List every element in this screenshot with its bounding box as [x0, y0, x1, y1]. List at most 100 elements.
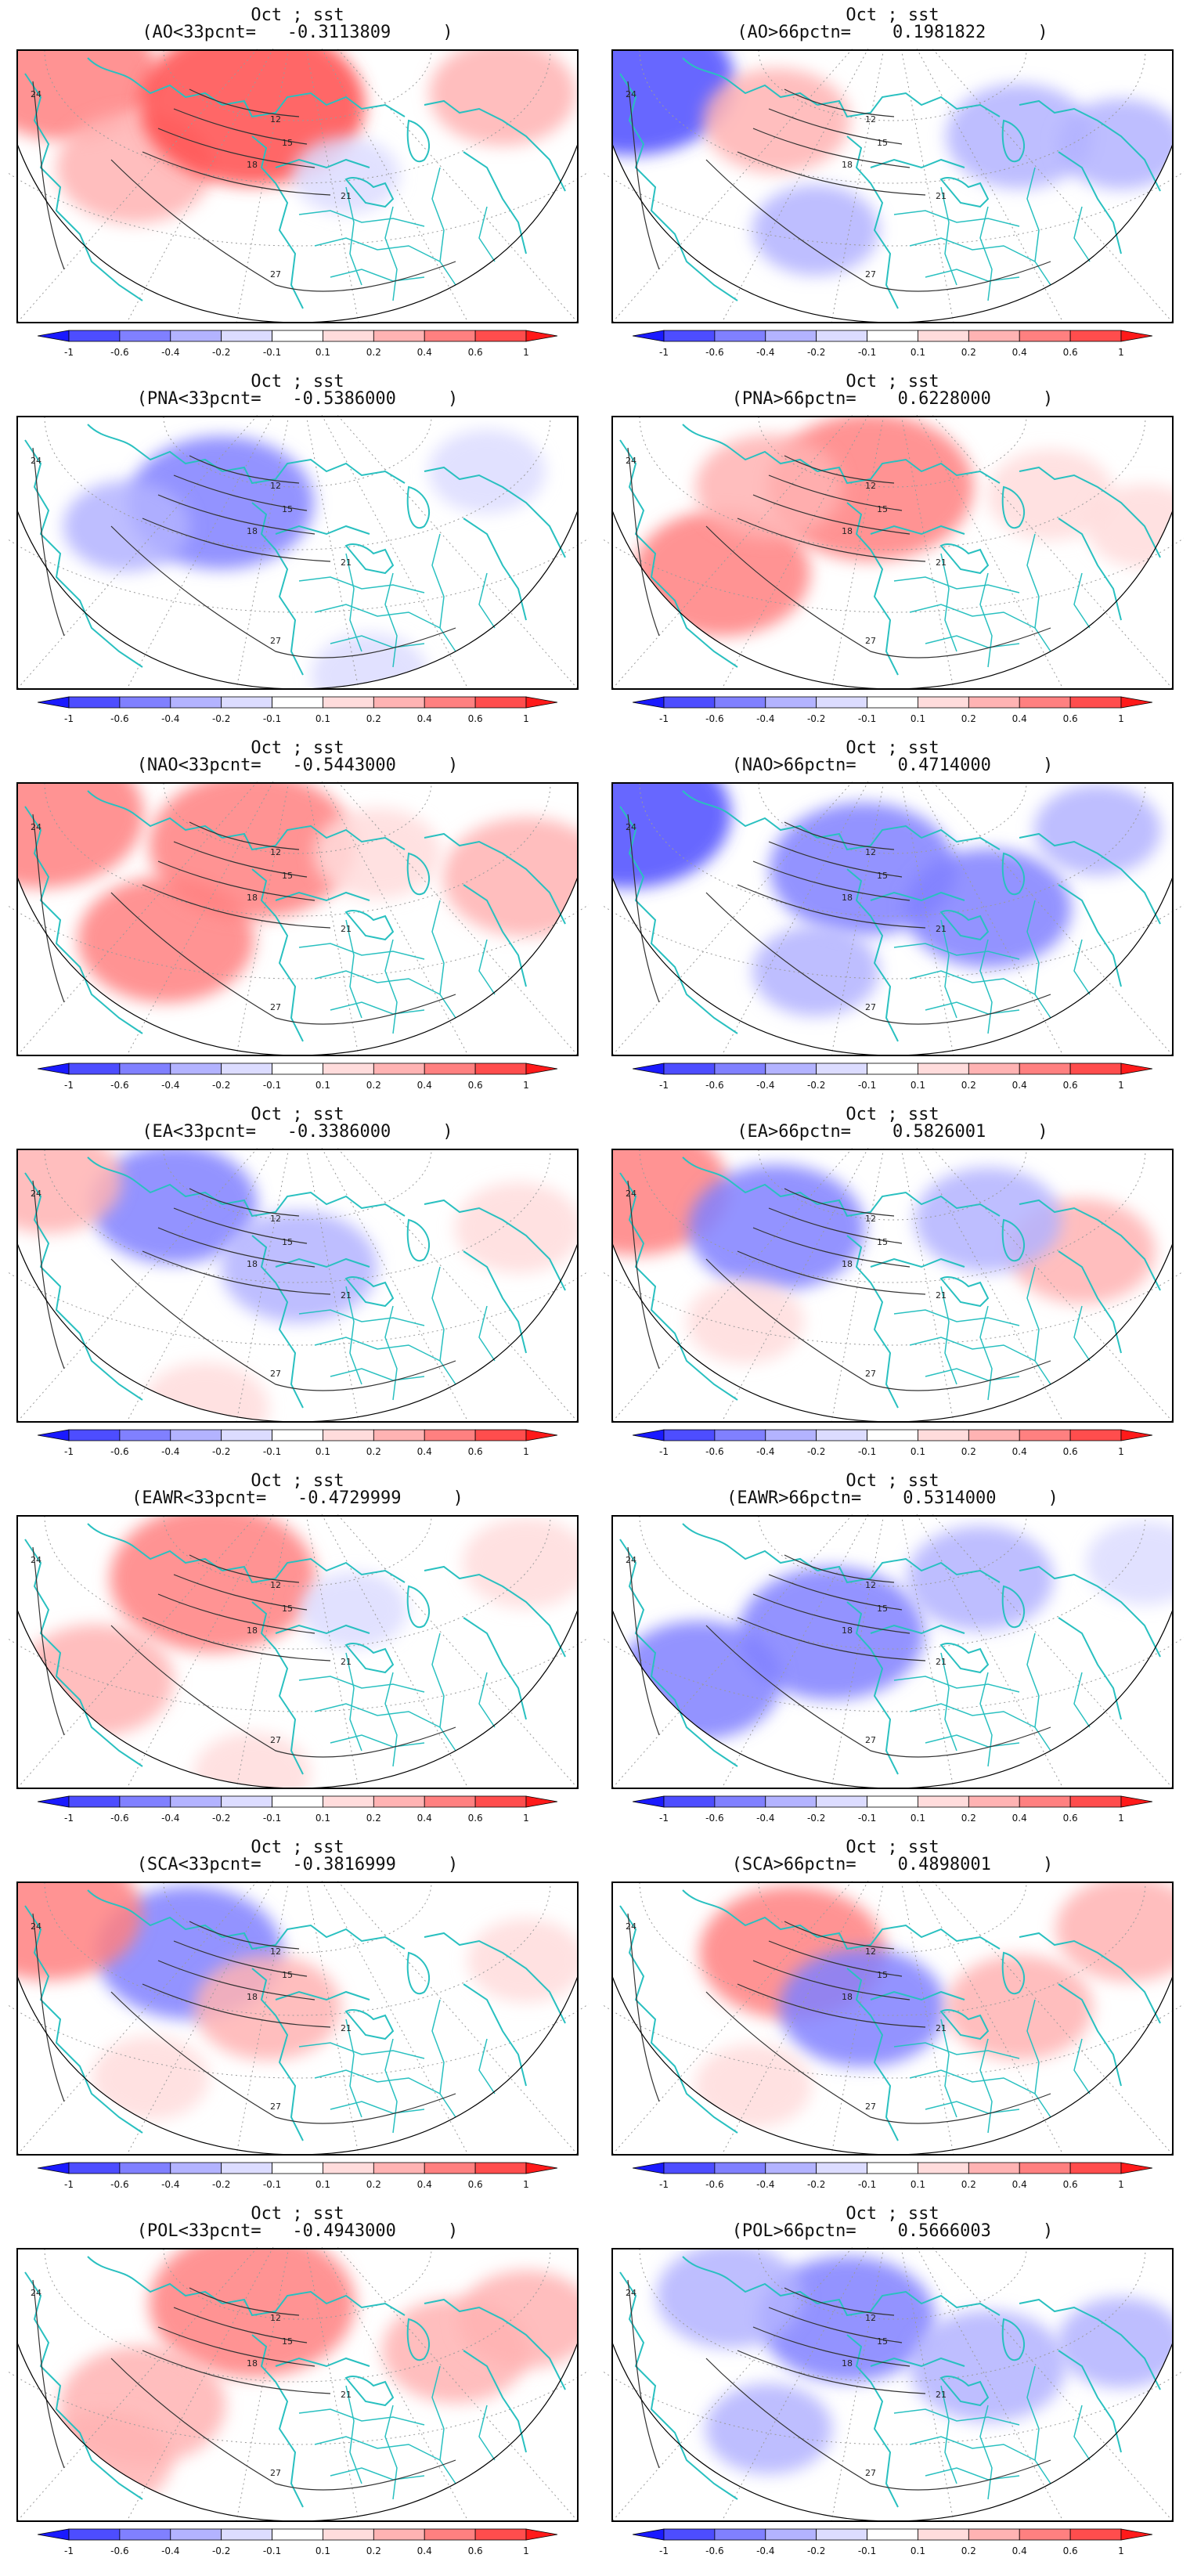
latitude-line	[163, 1515, 432, 1587]
panel-title-index-threshold: (EA>66pctn= 0.5826001 )	[737, 1122, 1048, 1142]
country-border	[431, 2365, 456, 2484]
contour-label: 24	[626, 1189, 636, 1199]
colorbar-segment	[424, 1429, 476, 1441]
map-panel: Oct ; sst (EAWR>66pctn= 0.5314000 ) 12 15 18…	[601, 1472, 1184, 1840]
country-border	[940, 2019, 957, 2118]
colorbar-tick-label: 0.1	[911, 1813, 925, 1824]
coastline	[1019, 1932, 1161, 2024]
country-border	[1073, 1305, 1091, 1362]
latitude-line	[639, 49, 1146, 184]
contour-label: 18	[247, 1992, 258, 2002]
colorbar-segment	[765, 2528, 817, 2541]
contour-label: 18	[842, 160, 853, 170]
colorbar-lower-extension	[38, 2162, 70, 2174]
colorbar-lower-extension	[38, 2528, 70, 2541]
colorbar-tick-label: 1	[1118, 1080, 1124, 1091]
longitude-line	[16, 1146, 260, 1423]
map-panel: Oct ; sst (AO<33pcnt= -0.3113809 ) 12 15 18 2…	[6, 6, 589, 374]
panel-title-month-variable: Oct ; sst	[846, 2204, 939, 2224]
contour-label: 12	[270, 847, 281, 857]
contour-line	[705, 525, 1051, 658]
panel-title-month-variable: Oct ; sst	[251, 1105, 344, 1124]
latitude-line	[601, 171, 1184, 247]
colorbar-tick-label: -0.1	[858, 1813, 876, 1824]
colorbar-segment	[119, 330, 171, 342]
contour-label: 24	[31, 89, 41, 99]
coastlines	[24, 57, 566, 309]
colorbar-segment	[663, 696, 716, 709]
colorbar-tick-label: -0.4	[756, 713, 774, 724]
latitude-line	[6, 2369, 589, 2445]
colorbar-tick-label: 0.4	[417, 713, 432, 724]
colorbar-segment	[373, 696, 425, 709]
coastline	[939, 2376, 990, 2407]
contour-line	[110, 159, 456, 292]
contour-label: 21	[341, 2390, 352, 2400]
longitude-line	[930, 1513, 1174, 1789]
colorbar-tick-label: 1	[523, 2179, 529, 2190]
contour-line	[173, 841, 308, 878]
country-border	[431, 1266, 456, 1385]
coastlines	[619, 2256, 1161, 2508]
country-border	[979, 206, 993, 301]
colorbar-tick-label: -0.6	[110, 1446, 128, 1457]
colorbar-tick-label: -1	[659, 1080, 669, 1091]
colorbar-lower-extension	[633, 2162, 665, 2174]
country-border	[909, 237, 1036, 262]
longitude-line	[335, 1513, 579, 1789]
anomaly-blob	[1086, 1521, 1173, 1605]
country-border	[909, 1703, 1036, 1728]
coastline	[406, 1585, 430, 1629]
contour-line	[142, 2350, 331, 2394]
colorbar-tick-label: 0.4	[417, 1446, 432, 1457]
colorbar-segment	[968, 2162, 1020, 2174]
panel-title-index-threshold: (AO>66pctn= 0.1981822 )	[737, 23, 1048, 42]
country-border	[314, 2069, 441, 2094]
contour-line	[737, 1617, 926, 1661]
colorbar-upper-extension	[1120, 2162, 1152, 2174]
contour-line	[627, 1546, 660, 1736]
colorbar-tick-label: -1	[64, 2545, 74, 2556]
country-border	[314, 2436, 441, 2461]
coastline	[1058, 1617, 1122, 1720]
map-panel: Oct ; sst (POL>66pctn= 0.5666003 ) 12 15 18 2…	[601, 2205, 1184, 2573]
contour-line	[737, 151, 926, 196]
contour-line	[784, 455, 895, 484]
coastlines	[24, 1156, 566, 1409]
coastline	[1019, 466, 1161, 558]
sst-anomaly-map: 12 15 18 21 24 27	[6, 2246, 589, 2522]
sst-contours	[627, 1913, 1051, 2124]
panel-title-month-variable: Oct ; sst	[251, 1838, 344, 1857]
contour-label: 12	[865, 1946, 876, 1957]
colorbar-segment	[119, 1429, 171, 1441]
colorbar-tick-label: 0.1	[911, 2179, 925, 2190]
contour-line	[784, 2287, 895, 2316]
panel-title-index-threshold: (POL<33pcnt= -0.4943000 )	[136, 2221, 459, 2241]
colorbar-segment	[68, 1429, 121, 1441]
colorbar-segment	[68, 696, 121, 709]
coastline	[1001, 852, 1025, 896]
colorbar-tick-label: -1	[64, 1813, 74, 1824]
longitude-line	[930, 413, 1174, 690]
country-border	[1073, 572, 1091, 629]
contour-line	[705, 1258, 1051, 1391]
contour-label: 18	[842, 526, 853, 536]
contour-line	[189, 1921, 300, 1950]
map-panel: Oct ; sst (POL<33pcnt= -0.4943000 ) 12 15 18…	[6, 2205, 589, 2573]
colorbar-segment	[765, 696, 817, 709]
colorbar-segment	[867, 2162, 918, 2174]
colorbar-tick-label: 1	[523, 1813, 529, 1824]
anomaly-blob	[688, 1164, 865, 1291]
colorbar: -1 -0.6 -0.4 -0.2 -0.1 0.1 0.2 0.4 0.6 1	[38, 1429, 557, 1457]
graticule	[6, 780, 589, 1056]
colorbar-segment	[272, 1063, 323, 1075]
colorbar-tick-label: 0.2	[961, 347, 976, 358]
colorbar-segment	[323, 2528, 374, 2541]
coastline	[251, 135, 304, 309]
longitude-line	[126, 47, 275, 323]
latitude-line	[758, 416, 1027, 488]
latitude-line	[639, 1515, 1146, 1650]
contour-label: 18	[842, 2358, 853, 2369]
coastline	[846, 1235, 899, 1409]
map-frame	[16, 1149, 579, 1423]
